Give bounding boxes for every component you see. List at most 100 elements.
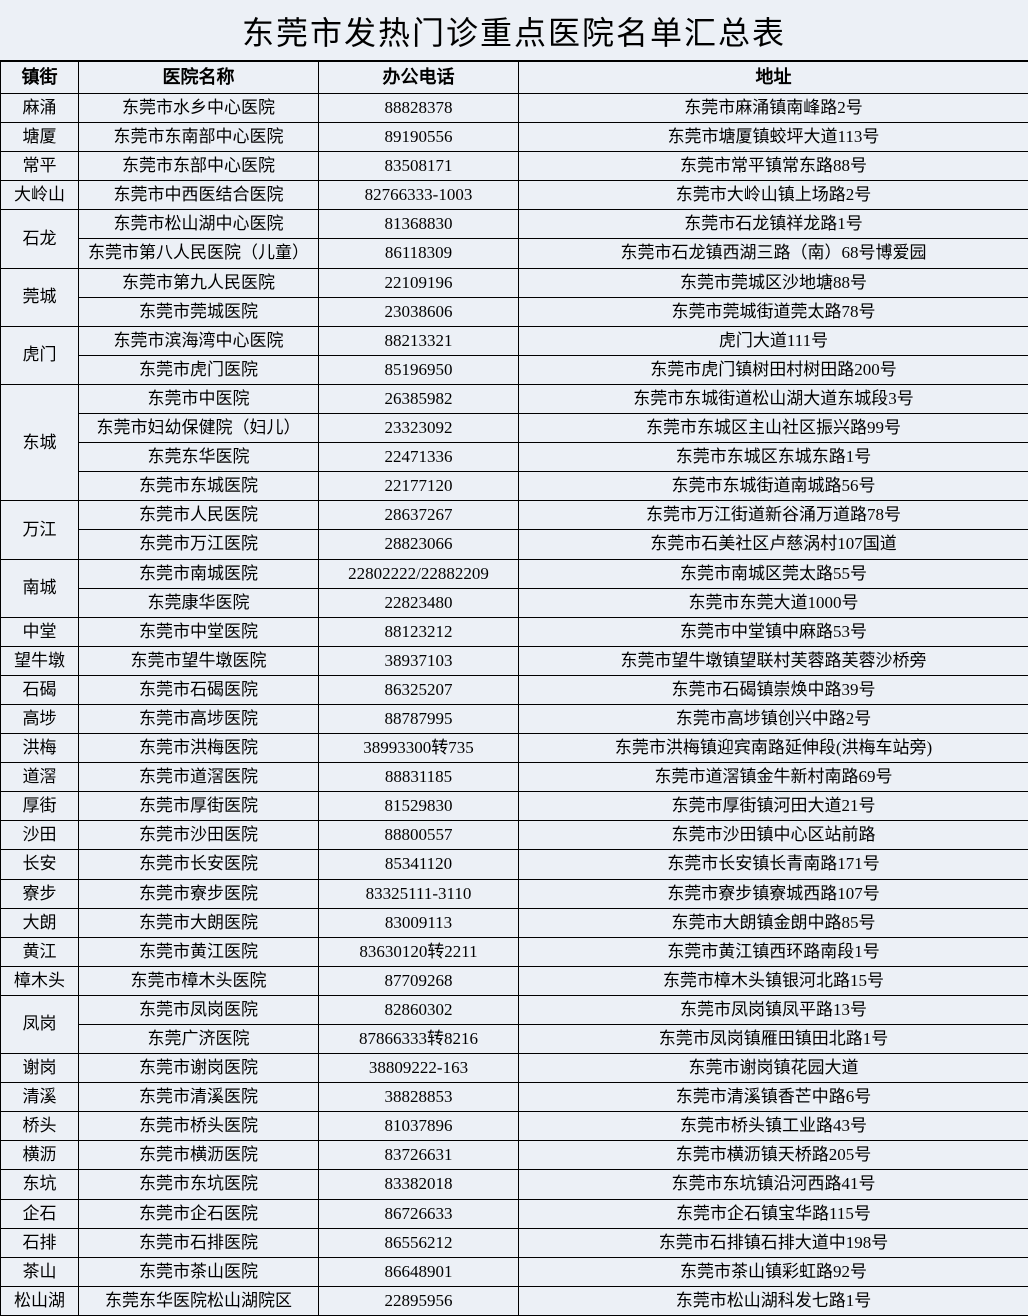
cell-address: 东莞市虎门镇树田村树田路200号 — [519, 355, 1028, 384]
cell-address: 东莞市望牛墩镇望联村芙蓉路芙蓉沙桥旁 — [519, 646, 1028, 675]
cell-address: 东莞市企石镇宝华路115号 — [519, 1199, 1028, 1228]
cell-phone: 88123212 — [319, 617, 519, 646]
cell-address: 东莞市长安镇长青南路171号 — [519, 850, 1028, 879]
cell-town: 谢岗 — [1, 1054, 79, 1083]
table-row: 常平东莞市东部中心医院83508171东莞市常平镇常东路88号 — [1, 152, 1028, 181]
cell-hospital: 东莞市谢岗医院 — [79, 1054, 319, 1083]
table-row: 望牛墩东莞市望牛墩医院38937103东莞市望牛墩镇望联村芙蓉路芙蓉沙桥旁 — [1, 646, 1028, 675]
cell-hospital: 东莞市厚街医院 — [79, 792, 319, 821]
cell-hospital: 东莞市虎门医院 — [79, 355, 319, 384]
cell-hospital: 东莞市松山湖中心医院 — [79, 210, 319, 239]
table-row: 大岭山东莞市中西医结合医院82766333-1003东莞市大岭山镇上场路2号 — [1, 181, 1028, 210]
cell-phone: 81529830 — [319, 792, 519, 821]
cell-town: 沙田 — [1, 821, 79, 850]
cell-phone: 38937103 — [319, 646, 519, 675]
cell-town: 南城 — [1, 559, 79, 617]
cell-address: 东莞市东城区主山社区振兴路99号 — [519, 414, 1028, 443]
cell-hospital: 东莞市高埗医院 — [79, 704, 319, 733]
cell-phone: 22471336 — [319, 443, 519, 472]
cell-phone: 85341120 — [319, 850, 519, 879]
cell-phone: 81037896 — [319, 1112, 519, 1141]
cell-hospital: 东莞市东南部中心医院 — [79, 123, 319, 152]
table-row: 东莞市妇幼保健院（妇儿）23323092东莞市东城区主山社区振兴路99号 — [1, 414, 1028, 443]
hospital-table: 镇街 医院名称 办公电话 地址 麻涌东莞市水乡中心医院88828378东莞市麻涌… — [0, 61, 1028, 1316]
cell-hospital: 东莞市石碣医院 — [79, 675, 319, 704]
table-row: 东莞市东城医院22177120东莞市东城街道南城路56号 — [1, 472, 1028, 501]
table-row: 莞城东莞市第九人民医院22109196东莞市莞城区沙地塘88号 — [1, 268, 1028, 297]
cell-address: 东莞市莞城区沙地塘88号 — [519, 268, 1028, 297]
cell-town: 高埗 — [1, 704, 79, 733]
table-row: 东莞市万江医院28823066东莞市石美社区卢慈涡村107国道 — [1, 530, 1028, 559]
page-title: 东莞市发热门诊重点医院名单汇总表 — [0, 0, 1028, 61]
cell-phone: 28823066 — [319, 530, 519, 559]
cell-address: 东莞市东坑镇沿河西路41号 — [519, 1170, 1028, 1199]
table-row: 洪梅东莞市洪梅医院38993300转735东莞市洪梅镇迎宾南路延伸段(洪梅车站旁… — [1, 734, 1028, 763]
cell-hospital: 东莞广济医院 — [79, 1025, 319, 1054]
cell-address: 东莞市清溪镇香芒中路6号 — [519, 1083, 1028, 1112]
cell-address: 东莞市寮步镇寮城西路107号 — [519, 879, 1028, 908]
table-row: 茶山东莞市茶山医院86648901东莞市茶山镇彩虹路92号 — [1, 1257, 1028, 1286]
table-row: 大朗东莞市大朗医院83009113东莞市大朗镇金朗中路85号 — [1, 908, 1028, 937]
cell-hospital: 东莞市清溪医院 — [79, 1083, 319, 1112]
cell-phone: 86648901 — [319, 1257, 519, 1286]
cell-address: 东莞市石美社区卢慈涡村107国道 — [519, 530, 1028, 559]
cell-hospital: 东莞市洪梅医院 — [79, 734, 319, 763]
cell-town: 塘厦 — [1, 123, 79, 152]
cell-hospital: 东莞市茶山医院 — [79, 1257, 319, 1286]
cell-address: 虎门大道111号 — [519, 326, 1028, 355]
cell-phone: 83009113 — [319, 908, 519, 937]
table-row: 石龙东莞市松山湖中心医院81368830东莞市石龙镇祥龙路1号 — [1, 210, 1028, 239]
cell-address: 东莞市东莞大道1000号 — [519, 588, 1028, 617]
cell-town: 常平 — [1, 152, 79, 181]
table-row: 谢岗东莞市谢岗医院38809222-163东莞市谢岗镇花园大道 — [1, 1054, 1028, 1083]
cell-address: 东莞市大岭山镇上场路2号 — [519, 181, 1028, 210]
header-hospital: 医院名称 — [79, 62, 319, 94]
table-container: 东莞市发热门诊重点医院名单汇总表 镇街 医院名称 办公电话 地址 麻涌东莞市水乡… — [0, 0, 1028, 1316]
cell-hospital: 东莞市凤岗医院 — [79, 995, 319, 1024]
table-row: 樟木头东莞市樟木头医院87709268东莞市樟木头镇银河北路15号 — [1, 966, 1028, 995]
header-row: 镇街 医院名称 办公电话 地址 — [1, 62, 1028, 94]
cell-address: 东莞市石龙镇西湖三路（南）68号博爱园 — [519, 239, 1028, 268]
table-row: 东莞市第八人民医院（儿童）86118309东莞市石龙镇西湖三路（南）68号博爱园 — [1, 239, 1028, 268]
cell-phone: 88213321 — [319, 326, 519, 355]
cell-hospital: 东莞市万江医院 — [79, 530, 319, 559]
cell-hospital: 东莞市沙田医院 — [79, 821, 319, 850]
table-row: 万江东莞市人民医院28637267东莞市万江街道新谷涌万道路78号 — [1, 501, 1028, 530]
header-town: 镇街 — [1, 62, 79, 94]
cell-phone: 28637267 — [319, 501, 519, 530]
cell-hospital: 东莞市道滘医院 — [79, 763, 319, 792]
cell-hospital: 东莞市石排医院 — [79, 1228, 319, 1257]
cell-address: 东莞市松山湖科发七路1号 — [519, 1286, 1028, 1315]
cell-town: 凤岗 — [1, 995, 79, 1053]
cell-town: 大朗 — [1, 908, 79, 937]
cell-phone: 86726633 — [319, 1199, 519, 1228]
table-row: 沙田东莞市沙田医院88800557东莞市沙田镇中心区站前路 — [1, 821, 1028, 850]
cell-hospital: 东莞市黄江医院 — [79, 937, 319, 966]
cell-phone: 86556212 — [319, 1228, 519, 1257]
cell-town: 清溪 — [1, 1083, 79, 1112]
header-phone: 办公电话 — [319, 62, 519, 94]
cell-town: 道滘 — [1, 763, 79, 792]
cell-town: 樟木头 — [1, 966, 79, 995]
cell-hospital: 东莞市人民医院 — [79, 501, 319, 530]
cell-phone: 83382018 — [319, 1170, 519, 1199]
cell-phone: 22802222/22882209 — [319, 559, 519, 588]
cell-town: 厚街 — [1, 792, 79, 821]
cell-town: 黄江 — [1, 937, 79, 966]
table-row: 塘厦东莞市东南部中心医院89190556东莞市塘厦镇蛟坪大道113号 — [1, 123, 1028, 152]
cell-hospital: 东莞市第八人民医院（儿童） — [79, 239, 319, 268]
table-row: 松山湖东莞东华医院松山湖院区22895956东莞市松山湖科发七路1号 — [1, 1286, 1028, 1315]
cell-address: 东莞市道滘镇金牛新村南路69号 — [519, 763, 1028, 792]
cell-address: 东莞市谢岗镇花园大道 — [519, 1054, 1028, 1083]
cell-phone: 23038606 — [319, 297, 519, 326]
cell-phone: 83630120转2211 — [319, 937, 519, 966]
cell-town: 洪梅 — [1, 734, 79, 763]
table-row: 东莞广济医院87866333转8216东莞市凤岗镇雁田镇田北路1号 — [1, 1025, 1028, 1054]
cell-phone: 88787995 — [319, 704, 519, 733]
cell-address: 东莞市厚街镇河田大道21号 — [519, 792, 1028, 821]
table-row: 石碣东莞市石碣医院86325207东莞市石碣镇崇焕中路39号 — [1, 675, 1028, 704]
cell-address: 东莞市万江街道新谷涌万道路78号 — [519, 501, 1028, 530]
table-row: 寮步东莞市寮步医院83325111-3110东莞市寮步镇寮城西路107号 — [1, 879, 1028, 908]
cell-town: 茶山 — [1, 1257, 79, 1286]
cell-phone: 81368830 — [319, 210, 519, 239]
